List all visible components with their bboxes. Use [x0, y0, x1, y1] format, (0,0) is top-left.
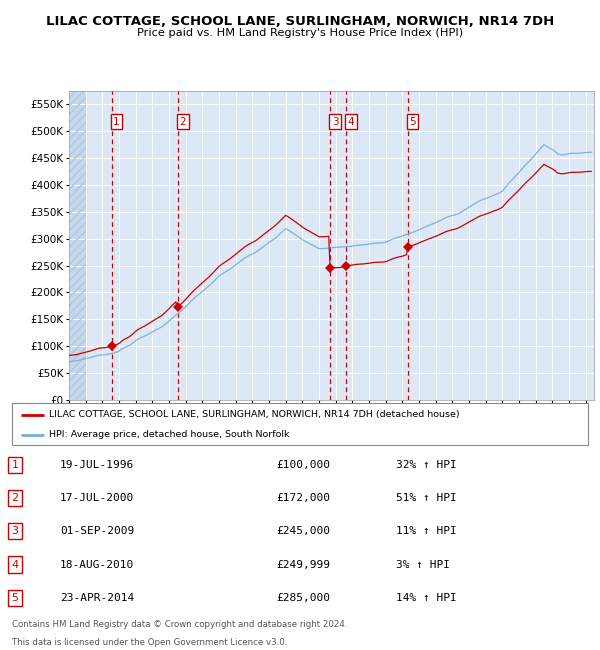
Text: £100,000: £100,000: [276, 460, 330, 470]
Text: £249,999: £249,999: [276, 560, 330, 569]
Text: 1: 1: [11, 460, 19, 470]
Text: 1: 1: [113, 117, 120, 127]
Text: 3: 3: [11, 526, 19, 536]
Text: LILAC COTTAGE, SCHOOL LANE, SURLINGHAM, NORWICH, NR14 7DH: LILAC COTTAGE, SCHOOL LANE, SURLINGHAM, …: [46, 15, 554, 28]
Text: £172,000: £172,000: [276, 493, 330, 503]
Text: Price paid vs. HM Land Registry's House Price Index (HPI): Price paid vs. HM Land Registry's House …: [137, 28, 463, 38]
Text: 51% ↑ HPI: 51% ↑ HPI: [396, 493, 457, 503]
Text: 01-SEP-2009: 01-SEP-2009: [60, 526, 134, 536]
Text: 23-APR-2014: 23-APR-2014: [60, 593, 134, 603]
Text: £245,000: £245,000: [276, 526, 330, 536]
Text: Contains HM Land Registry data © Crown copyright and database right 2024.: Contains HM Land Registry data © Crown c…: [12, 619, 347, 629]
Text: 5: 5: [409, 117, 416, 127]
Text: 4: 4: [11, 560, 19, 569]
Text: 2: 2: [11, 493, 19, 503]
Text: 3% ↑ HPI: 3% ↑ HPI: [396, 560, 450, 569]
Text: 32% ↑ HPI: 32% ↑ HPI: [396, 460, 457, 470]
Text: 11% ↑ HPI: 11% ↑ HPI: [396, 526, 457, 536]
Text: 5: 5: [11, 593, 19, 603]
Text: £285,000: £285,000: [276, 593, 330, 603]
Text: 18-AUG-2010: 18-AUG-2010: [60, 560, 134, 569]
Text: HPI: Average price, detached house, South Norfolk: HPI: Average price, detached house, Sout…: [49, 430, 290, 439]
Bar: [69, 91, 86, 400]
Text: 14% ↑ HPI: 14% ↑ HPI: [396, 593, 457, 603]
Bar: [69, 91, 86, 400]
Text: 2: 2: [179, 117, 186, 127]
Text: 3: 3: [332, 117, 338, 127]
Text: 19-JUL-1996: 19-JUL-1996: [60, 460, 134, 470]
Text: 17-JUL-2000: 17-JUL-2000: [60, 493, 134, 503]
Text: 4: 4: [348, 117, 355, 127]
Text: LILAC COTTAGE, SCHOOL LANE, SURLINGHAM, NORWICH, NR14 7DH (detached house): LILAC COTTAGE, SCHOOL LANE, SURLINGHAM, …: [49, 410, 460, 419]
Text: This data is licensed under the Open Government Licence v3.0.: This data is licensed under the Open Gov…: [12, 638, 287, 647]
